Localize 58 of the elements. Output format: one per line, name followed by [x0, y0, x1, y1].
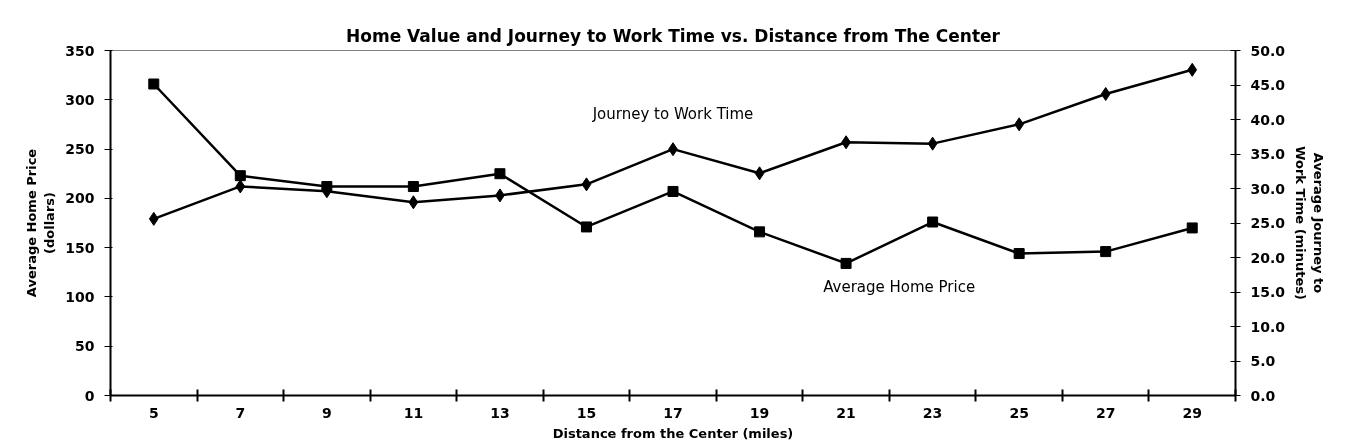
x-tick-label: 21: [836, 404, 856, 421]
x-tick-label: 17: [663, 404, 683, 421]
y2-tick-label: 35.0: [1250, 146, 1286, 162]
y2-tick-label: 40.0: [1250, 111, 1286, 128]
x-tick-label: 13: [490, 404, 510, 421]
x-axis-title: Distance from the Center (miles): [552, 425, 794, 441]
series-label: Journey to Work Time: [591, 105, 754, 124]
y2-axis-title: Average Journey to Work Time (minutes): [1293, 146, 1327, 300]
point: [840, 257, 852, 269]
y2-tick-label: 5.0: [1250, 353, 1276, 369]
point: [1187, 62, 1198, 77]
y-axis-title: Average Home Price (dollars): [24, 148, 58, 298]
y-tick-label: 50: [75, 338, 95, 355]
chart-title: Home Value and Journey to Work Time vs. Distance from The Center: [346, 25, 1001, 46]
point: [754, 226, 766, 238]
point: [234, 170, 246, 182]
point: [1100, 246, 1112, 258]
point: [148, 78, 160, 90]
point: [927, 216, 939, 228]
point: [1100, 86, 1111, 101]
y2-tick-label: 25.0: [1250, 215, 1286, 231]
point: [1186, 222, 1198, 234]
y2-tick-label: 10.0: [1250, 318, 1286, 335]
x-tick-label: 29: [1182, 404, 1202, 421]
point: [580, 221, 592, 233]
y2-tick-label: 0.0: [1250, 387, 1276, 404]
y2-tick-label: 45.0: [1250, 77, 1286, 93]
point: [407, 181, 419, 193]
point: [494, 168, 506, 180]
x-tick-label: 23: [922, 404, 943, 421]
point: [581, 177, 592, 192]
point: [148, 211, 159, 226]
x-tick-label: 11: [403, 404, 424, 421]
y-tick-label: 200: [65, 190, 95, 207]
series-label: Average Home Price: [823, 277, 976, 296]
y2-tick-label: 30.0: [1250, 180, 1286, 197]
x-tick-label: 27: [1095, 404, 1116, 421]
point: [408, 195, 419, 210]
y-tick-label: 250: [65, 141, 95, 158]
x-tick-label: 19: [749, 404, 770, 421]
x-tick-label: 7: [235, 404, 246, 421]
x-tick-label: 9: [321, 404, 332, 421]
y-tick-label: 300: [65, 91, 95, 108]
y-tick-label: 0: [84, 387, 95, 404]
y2-tick-label: 15.0: [1250, 284, 1286, 300]
x-tick-label: 15: [576, 404, 597, 421]
point: [1013, 248, 1025, 260]
y-tick-label: 100: [65, 288, 95, 305]
point: [667, 185, 679, 197]
y2-tick-label: 50.0: [1250, 42, 1286, 59]
point: [754, 166, 765, 181]
point: [927, 136, 938, 151]
x-tick-label: 5: [148, 404, 159, 421]
x-tick-label: 25: [1009, 404, 1029, 421]
y2-tick-label: 20.0: [1250, 249, 1286, 266]
y-tick-label: 350: [65, 42, 95, 59]
y-tick-label: 150: [65, 239, 95, 256]
point: [235, 179, 246, 194]
